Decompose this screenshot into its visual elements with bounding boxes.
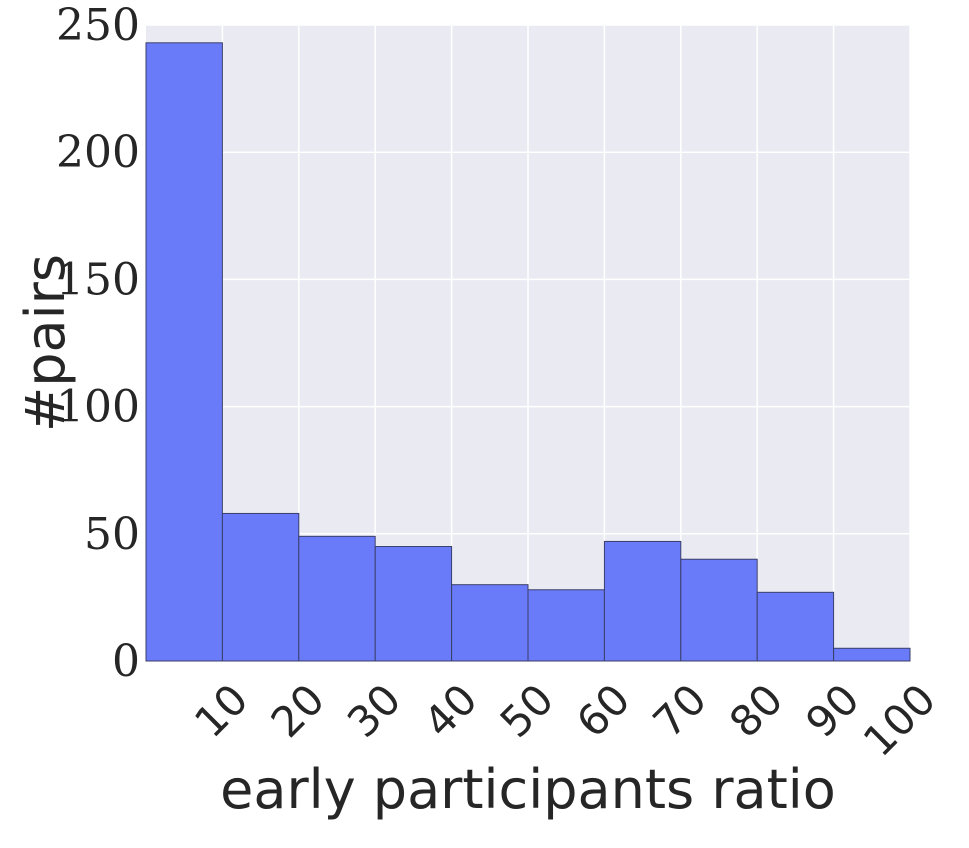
- y-tick-labels: 0 50 100 150 200 250: [56, 0, 140, 687]
- x-tick-label: 100: [854, 674, 945, 765]
- x-tick-label: 70: [643, 674, 715, 746]
- histogram-bar: [527, 589, 605, 662]
- histogram-bar: [221, 512, 300, 662]
- histogram-bar: [603, 540, 682, 662]
- x-tick-label: 40: [414, 674, 486, 746]
- bars: [145, 42, 911, 662]
- histogram-bar: [145, 42, 223, 662]
- x-tick-label: 60: [567, 674, 639, 746]
- y-tick-label: 200: [56, 127, 140, 178]
- histogram-bar: [756, 591, 835, 662]
- histogram-bar: [833, 647, 911, 662]
- histogram-bar: [451, 584, 529, 662]
- histogram-bar: [298, 535, 376, 662]
- x-tick-label: 20: [261, 674, 333, 746]
- x-axis-label: early participants ratio: [220, 758, 836, 821]
- y-tick-label: 150: [56, 254, 140, 305]
- x-tick-label: 80: [720, 674, 792, 746]
- y-tick-label: 250: [56, 0, 140, 51]
- x-tick-label: 50: [491, 674, 563, 746]
- x-tick-label: 10: [185, 674, 257, 746]
- y-tick-label: 50: [84, 509, 140, 560]
- y-axis-label: #pairs: [14, 254, 77, 432]
- y-tick-label: 100: [56, 382, 140, 433]
- x-tick-label: 30: [338, 674, 410, 746]
- histogram-bar: [374, 546, 453, 662]
- y-tick-label: 0: [112, 636, 140, 687]
- histogram-bar: [680, 558, 758, 662]
